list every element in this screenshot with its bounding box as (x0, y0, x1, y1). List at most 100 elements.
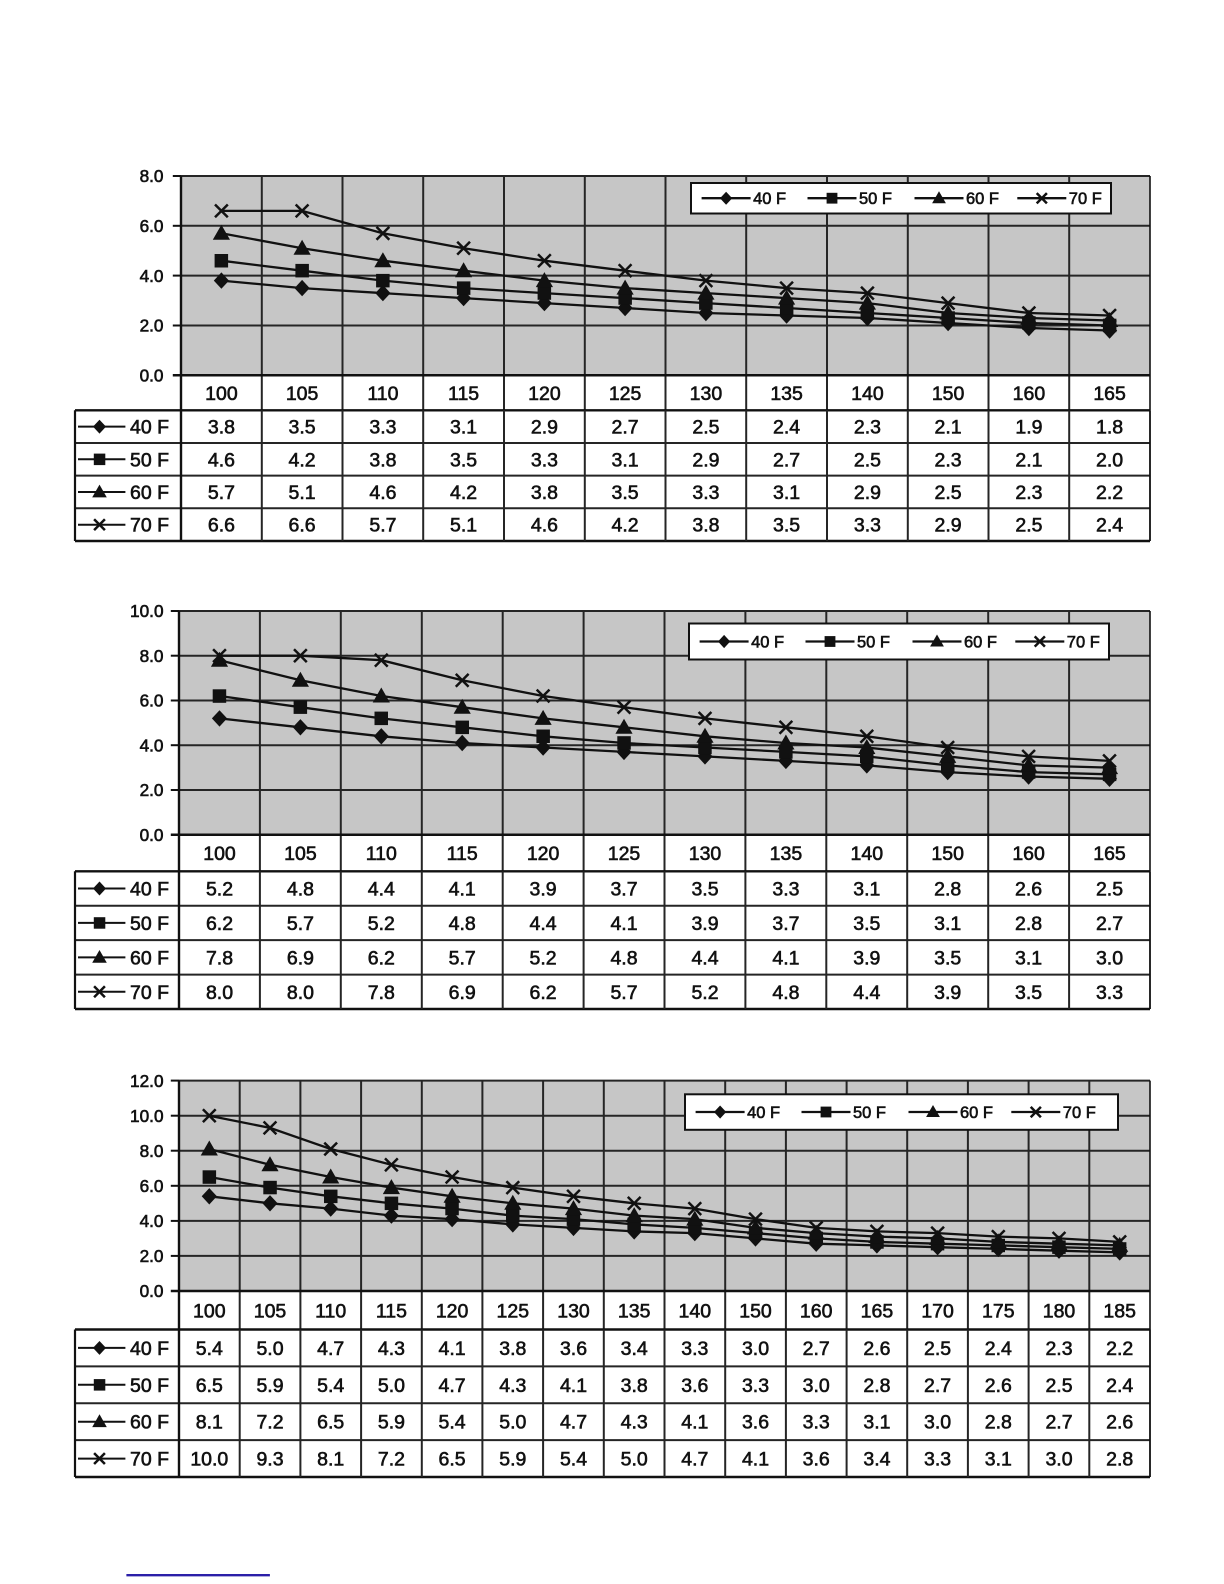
svg-text:100: 100 (205, 383, 238, 405)
svg-text:2.4: 2.4 (1106, 1375, 1133, 1397)
svg-text:150: 150 (932, 383, 965, 405)
svg-text:4.0: 4.0 (140, 735, 164, 755)
svg-text:4.6: 4.6 (531, 515, 558, 537)
svg-text:2.5: 2.5 (854, 449, 881, 471)
svg-text:2.7: 2.7 (1096, 913, 1123, 935)
svg-text:3.6: 3.6 (560, 1338, 587, 1360)
svg-text:5.7: 5.7 (449, 947, 476, 969)
svg-text:3.4: 3.4 (863, 1449, 890, 1471)
svg-text:6.5: 6.5 (317, 1412, 344, 1434)
svg-text:2.3: 2.3 (935, 449, 962, 471)
svg-text:2.5: 2.5 (1015, 515, 1042, 537)
svg-text:2.3: 2.3 (854, 417, 881, 439)
svg-text:2.6: 2.6 (1106, 1412, 1133, 1434)
svg-text:3.3: 3.3 (369, 417, 396, 439)
svg-text:2.5: 2.5 (935, 482, 962, 504)
svg-text:3.0: 3.0 (742, 1338, 769, 1360)
svg-text:3.1: 3.1 (612, 449, 639, 471)
svg-text:60 F: 60 F (966, 190, 999, 208)
svg-text:50 F: 50 F (857, 633, 890, 651)
svg-text:3.8: 3.8 (499, 1338, 526, 1360)
svg-text:50 F: 50 F (130, 449, 169, 471)
svg-text:50 F: 50 F (859, 190, 892, 208)
svg-text:105: 105 (254, 1300, 287, 1322)
svg-text:115: 115 (447, 843, 478, 865)
svg-text:6.0: 6.0 (140, 1176, 164, 1196)
svg-text:3.0: 3.0 (924, 1412, 951, 1434)
svg-text:8.1: 8.1 (196, 1412, 223, 1434)
svg-text:150: 150 (739, 1300, 772, 1322)
svg-text:3.9: 3.9 (853, 947, 880, 969)
svg-text:5.9: 5.9 (499, 1449, 526, 1471)
svg-text:70 F: 70 F (1063, 1104, 1096, 1122)
svg-text:40 F: 40 F (747, 1104, 780, 1122)
svg-text:2.4: 2.4 (773, 417, 800, 439)
svg-text:2.6: 2.6 (1015, 879, 1042, 901)
svg-text:135: 135 (770, 843, 803, 865)
svg-text:120: 120 (436, 1300, 469, 1322)
svg-text:2.9: 2.9 (531, 417, 558, 439)
svg-text:2.3: 2.3 (1045, 1338, 1072, 1360)
svg-text:4.1: 4.1 (560, 1375, 587, 1397)
svg-text:5.0: 5.0 (378, 1375, 405, 1397)
svg-text:105: 105 (284, 843, 317, 865)
svg-text:4.1: 4.1 (772, 947, 799, 969)
svg-text:4.2: 4.2 (450, 482, 477, 504)
svg-text:3.8: 3.8 (531, 482, 558, 504)
svg-text:7.8: 7.8 (206, 947, 233, 969)
svg-text:5.2: 5.2 (530, 947, 557, 969)
svg-text:120: 120 (528, 383, 561, 405)
svg-text:8.0: 8.0 (140, 646, 164, 666)
svg-text:3.9: 3.9 (934, 982, 961, 1004)
svg-text:3.1: 3.1 (773, 482, 800, 504)
svg-text:2.5: 2.5 (1096, 879, 1123, 901)
svg-text:5.9: 5.9 (256, 1375, 283, 1397)
svg-text:40 F: 40 F (130, 1338, 169, 1360)
svg-text:3.3: 3.3 (854, 515, 881, 537)
svg-text:70 F: 70 F (1067, 633, 1100, 651)
svg-text:4.8: 4.8 (610, 947, 637, 969)
svg-text:8.0: 8.0 (140, 166, 164, 186)
svg-text:5.9: 5.9 (378, 1412, 405, 1434)
svg-text:3.1: 3.1 (934, 913, 961, 935)
svg-text:6.9: 6.9 (449, 982, 476, 1004)
svg-text:2.7: 2.7 (803, 1338, 830, 1360)
svg-text:3.9: 3.9 (691, 913, 718, 935)
svg-text:115: 115 (376, 1300, 407, 1322)
svg-text:160: 160 (800, 1300, 833, 1322)
svg-text:5.2: 5.2 (206, 879, 233, 901)
svg-text:2.3: 2.3 (1015, 482, 1042, 504)
svg-text:60 F: 60 F (130, 1412, 169, 1434)
svg-text:125: 125 (609, 383, 642, 405)
svg-text:5.4: 5.4 (317, 1375, 344, 1397)
svg-text:70 F: 70 F (130, 1449, 169, 1471)
svg-text:2.4: 2.4 (985, 1338, 1012, 1360)
svg-text:135: 135 (770, 383, 803, 405)
svg-text:2.5: 2.5 (1045, 1375, 1072, 1397)
svg-text:3.8: 3.8 (692, 515, 719, 537)
svg-text:10.0: 10.0 (190, 1449, 228, 1471)
svg-text:2.8: 2.8 (985, 1412, 1012, 1434)
svg-text:4.3: 4.3 (499, 1375, 526, 1397)
svg-text:4.8: 4.8 (287, 879, 314, 901)
svg-text:6.2: 6.2 (206, 913, 233, 935)
svg-text:3.5: 3.5 (612, 482, 639, 504)
svg-text:4.4: 4.4 (691, 947, 718, 969)
svg-text:4.1: 4.1 (742, 1449, 769, 1471)
svg-text:100: 100 (203, 843, 236, 865)
svg-text:185: 185 (1103, 1300, 1136, 1322)
svg-text:2.2: 2.2 (1096, 482, 1123, 504)
svg-text:160: 160 (1012, 843, 1045, 865)
svg-text:2.1: 2.1 (1015, 449, 1042, 471)
svg-text:5.4: 5.4 (560, 1449, 587, 1471)
svg-text:3.5: 3.5 (1015, 982, 1042, 1004)
svg-text:3.5: 3.5 (450, 449, 477, 471)
svg-text:4.3: 4.3 (378, 1338, 405, 1360)
svg-text:5.7: 5.7 (610, 982, 637, 1004)
svg-text:3.5: 3.5 (773, 515, 800, 537)
svg-text:2.9: 2.9 (692, 449, 719, 471)
svg-text:70 F: 70 F (1069, 190, 1102, 208)
svg-text:6.2: 6.2 (530, 982, 557, 1004)
svg-text:3.0: 3.0 (803, 1375, 830, 1397)
svg-text:110: 110 (366, 843, 397, 865)
